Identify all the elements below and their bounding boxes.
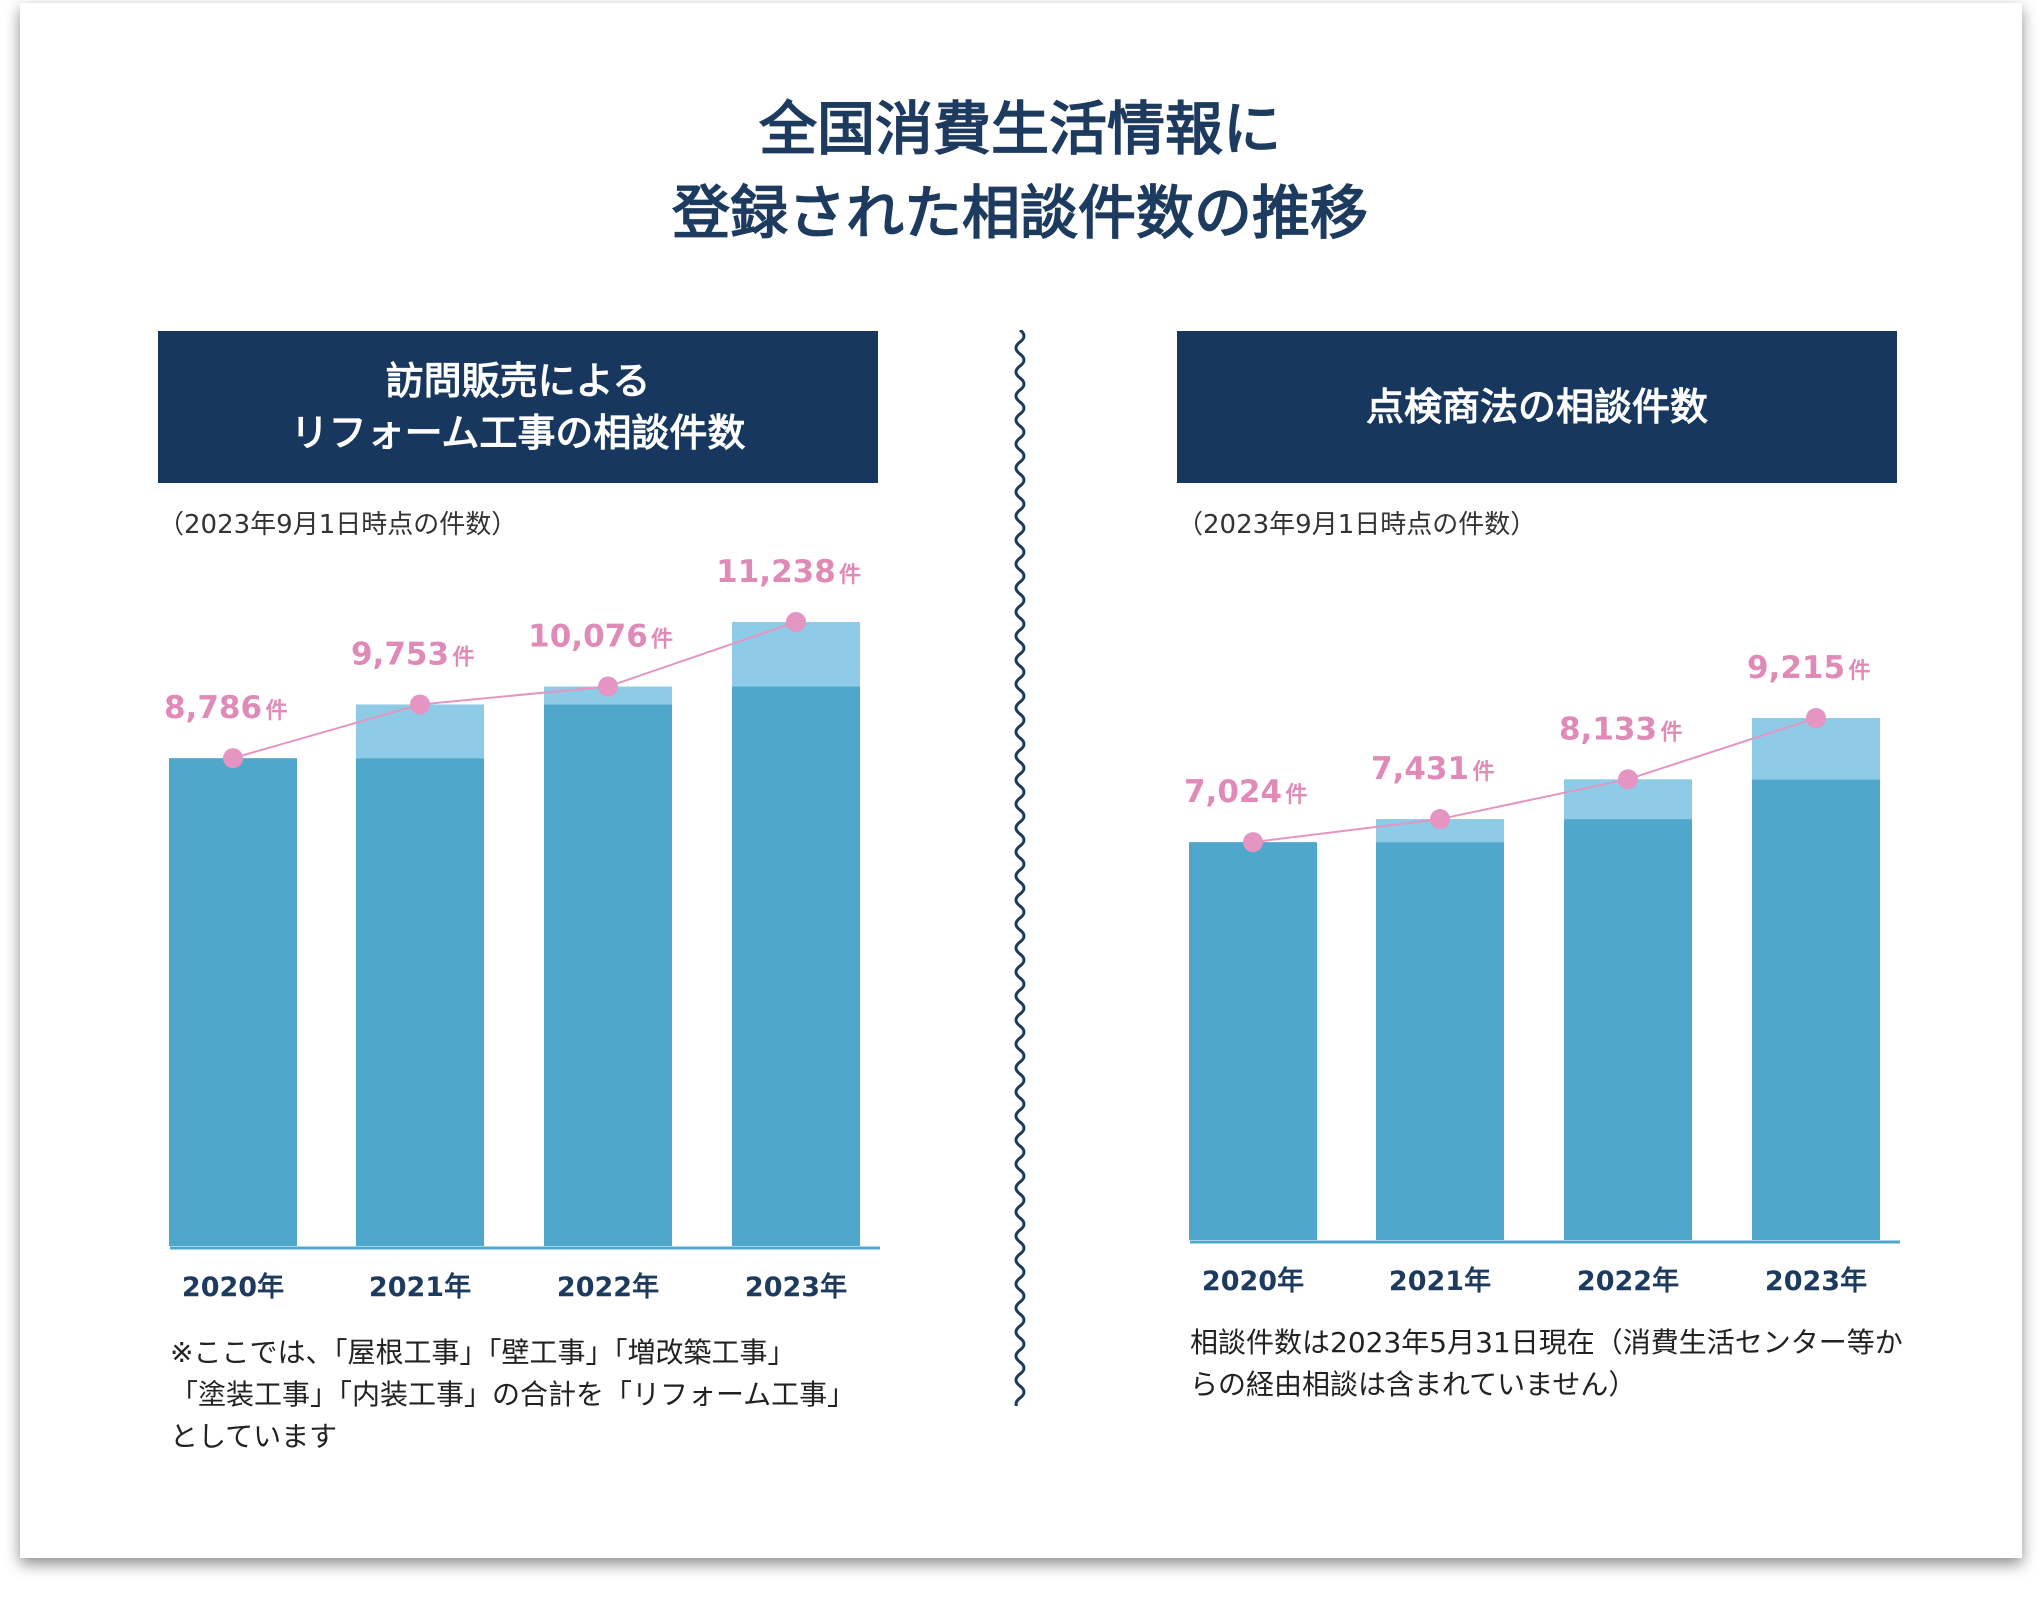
x-tick-label: 2023年 [1765, 1265, 1867, 1297]
value-unit-label: 件 [1661, 720, 1683, 745]
left-footnote-line3: としています [170, 1420, 338, 1453]
bar-base [732, 686, 860, 1246]
trend-point [410, 694, 430, 715]
trend-line [1252, 717, 1817, 844]
main-title-line2: 登録された相談件数の推移 [671, 179, 1368, 247]
trend-point [1430, 809, 1450, 830]
left-panel-header: 訪問販売による リフォーム工事の相談件数 [158, 331, 878, 483]
x-tick-label: 2021年 [1389, 1265, 1491, 1297]
bar-base [356, 758, 484, 1246]
x-tick-label: 2020年 [1202, 1265, 1304, 1297]
value-unit-label: 件 [1473, 760, 1495, 785]
trend-point [786, 612, 806, 632]
value-label: 7,024 [1184, 774, 1282, 810]
bar-increase [732, 622, 860, 687]
value-unit-label: 件 [839, 563, 861, 588]
bar-base [1752, 779, 1880, 1240]
left-footnote-line1: ※ここでは、「屋根工事」「壁工事」「増改築工事」 [170, 1336, 796, 1369]
value-label: 8,786 [164, 690, 262, 726]
bar-base [1189, 842, 1317, 1240]
right-footnote-line1: 相談件数は2023年5月31日現在（消費生活センター等か [1190, 1326, 1903, 1359]
value-label: 7,431 [1371, 751, 1469, 787]
value-unit-label: 件 [453, 645, 475, 670]
value-unit-label: 件 [651, 628, 673, 653]
bar-base [1376, 842, 1504, 1240]
trend-point [1806, 708, 1826, 728]
bar-increase [1752, 718, 1880, 780]
value-unit-label: 件 [266, 699, 288, 724]
right-header-line: 点検商法の相談件数 [1365, 385, 1708, 429]
x-tick-label: 2023年 [745, 1271, 847, 1303]
left-header-line2: リフォーム工事の相談件数 [290, 411, 746, 455]
value-unit-label: 件 [1849, 659, 1871, 684]
value-label: 8,133 [1559, 711, 1657, 747]
right-as-of-note: （2023年9月1日時点の件数） [1177, 510, 1537, 540]
right-panel-header: 点検商法の相談件数 [1177, 331, 1897, 483]
trend-line [232, 621, 797, 760]
x-tick-label: 2020年 [182, 1271, 284, 1303]
bar-base [544, 704, 672, 1246]
bar-increase [1376, 819, 1504, 843]
value-label: 9,753 [351, 636, 449, 672]
left-footnote-line2: 「塗装工事」「内装工事」の合計を「リフォーム工事」 [170, 1378, 856, 1411]
left-as-of-note: （2023年9月1日時点の件数） [158, 510, 518, 540]
right-footnote-line2: らの経由相談は含まれていません） [1190, 1368, 1637, 1401]
bar-base [169, 758, 297, 1246]
trend-point [223, 748, 243, 769]
wavy-divider [1014, 330, 1026, 1406]
trend-point [598, 676, 618, 697]
trend-point [1243, 832, 1263, 853]
trend-point [1618, 769, 1638, 790]
value-unit-label: 件 [1286, 783, 1308, 808]
bar-base [1564, 819, 1692, 1240]
value-label: 10,076 [528, 619, 648, 655]
right-footnote: 相談件数は2023年5月31日現在（消費生活センター等か らの経由相談は含まれて… [1190, 1322, 1903, 1406]
x-tick-label: 2022年 [557, 1271, 659, 1303]
x-tick-label: 2021年 [369, 1271, 471, 1303]
value-label: 11,238 [716, 554, 836, 590]
value-label: 9,215 [1747, 650, 1845, 686]
main-title-line1: 全国消費生活情報に [758, 95, 1281, 163]
x-tick-label: 2022年 [1577, 1265, 1679, 1297]
left-footnote: ※ここでは、「屋根工事」「壁工事」「増改築工事」 「塗装工事」「内装工事」の合計… [170, 1332, 855, 1458]
left-header-line1: 訪問販売による [385, 359, 651, 403]
